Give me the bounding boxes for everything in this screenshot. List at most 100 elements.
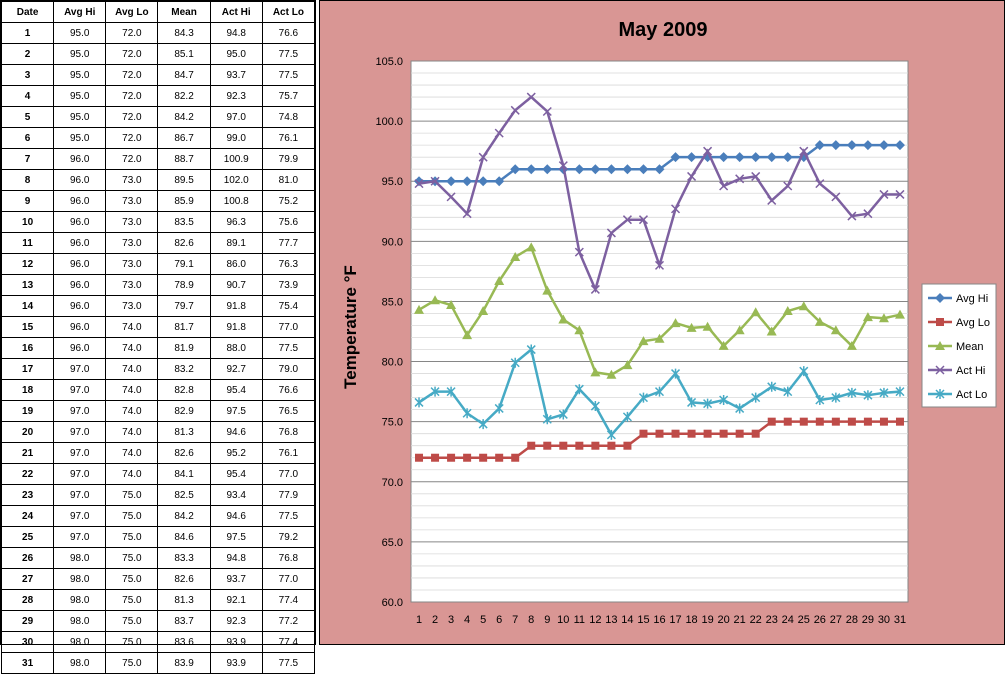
data-point xyxy=(847,211,857,221)
x-tick-label: 21 xyxy=(734,614,746,626)
x-tick-label: 12 xyxy=(589,614,601,626)
table-cell: 73.9 xyxy=(261,274,316,296)
table-row: 28 98.0 75.0 81.3 92.1 77.4 xyxy=(0,589,316,611)
table-cell: 83.7 xyxy=(157,610,211,632)
table-cell: 85.1 xyxy=(157,43,211,65)
table-cell: 73.0 xyxy=(105,211,159,233)
star-marker-shape xyxy=(799,366,809,377)
table-cell: 73.0 xyxy=(105,253,159,275)
table-cell: 82.6 xyxy=(157,568,211,590)
x-marker-shape xyxy=(542,106,552,117)
diamond-marker-shape xyxy=(542,164,553,175)
table-cell: 77.5 xyxy=(261,43,316,65)
data-point xyxy=(606,429,616,440)
x-marker-shape xyxy=(446,192,456,202)
table-row: 25 97.0 75.0 84.6 97.5 79.2 xyxy=(0,526,316,548)
table-cell: 75.0 xyxy=(105,505,159,527)
data-point xyxy=(782,306,793,316)
diamond-marker-shape xyxy=(510,164,521,175)
data-point xyxy=(622,411,632,422)
data-point xyxy=(670,318,681,328)
table-cell: 74.8 xyxy=(261,106,316,128)
legend-marker xyxy=(935,365,945,375)
x-tick-label: 31 xyxy=(894,614,906,626)
data-point xyxy=(831,392,841,403)
legend-marker xyxy=(935,293,945,303)
data-point xyxy=(751,171,761,181)
star-marker-shape xyxy=(478,419,488,430)
data-point xyxy=(430,386,440,397)
data-point xyxy=(430,176,440,186)
table-cell: 75.0 xyxy=(105,568,159,590)
data-table-container: Date Avg Hi Avg Lo Mean Act Hi Act Lo 1 95.0 72… xyxy=(0,0,316,674)
data-point xyxy=(830,140,841,151)
column-header: Act Hi xyxy=(209,1,263,23)
table-cell: 97.0 xyxy=(53,421,107,443)
date-cell: 4 xyxy=(0,85,55,107)
triangle-marker-shape xyxy=(935,341,945,350)
table-cell: 76.6 xyxy=(261,379,316,401)
date-cell: 13 xyxy=(0,274,55,296)
table-cell: 93.7 xyxy=(209,568,263,590)
x-tick-label: 25 xyxy=(798,614,810,626)
y-tick-label: 85.0 xyxy=(382,296,403,308)
data-point xyxy=(446,300,457,310)
x-marker-shape xyxy=(935,365,945,375)
star-marker-shape xyxy=(671,368,681,379)
x-marker-shape xyxy=(622,215,632,225)
y-tick-label: 90.0 xyxy=(382,236,403,248)
data-point xyxy=(558,314,569,324)
x-tick-label: 18 xyxy=(685,614,697,626)
data-point xyxy=(766,152,777,163)
date-cell: 11 xyxy=(0,232,55,254)
table-row: 4 95.0 72.0 82.2 92.3 75.7 xyxy=(0,85,316,107)
square-marker-shape xyxy=(543,441,552,450)
table-cell: 83.2 xyxy=(157,358,211,380)
square-marker-shape xyxy=(431,453,440,462)
x-tick-label: 15 xyxy=(637,614,649,626)
table-cell: 84.2 xyxy=(157,505,211,527)
square-marker-shape xyxy=(879,417,888,426)
star-marker-shape xyxy=(767,381,777,392)
table-row: 9 96.0 73.0 85.9 100.8 75.2 xyxy=(0,190,316,212)
table-cell: 77.5 xyxy=(261,652,316,674)
date-cell: 3 xyxy=(0,64,55,86)
triangle-marker-shape xyxy=(654,333,665,343)
square-marker-shape xyxy=(447,453,456,462)
table-cell: 77.5 xyxy=(261,337,316,359)
data-point xyxy=(830,325,841,335)
data-point xyxy=(687,397,697,408)
x-tick-label: 9 xyxy=(544,614,550,626)
triangle-marker-shape xyxy=(494,276,505,286)
diamond-marker-shape xyxy=(878,140,889,151)
diamond-marker-shape xyxy=(766,152,777,163)
table-cell: 98.0 xyxy=(53,568,107,590)
data-point xyxy=(767,417,776,426)
column-header: Avg Hi xyxy=(53,1,107,23)
x-tick-label: 27 xyxy=(830,614,842,626)
date-cell: 7 xyxy=(0,148,55,170)
data-point xyxy=(671,429,680,438)
x-tick-label: 29 xyxy=(862,614,874,626)
table-cell: 99.0 xyxy=(209,127,263,149)
triangle-marker-shape xyxy=(606,369,617,379)
x-tick-label: 3 xyxy=(448,614,454,626)
data-point xyxy=(462,176,473,187)
x-tick-label: 19 xyxy=(701,614,713,626)
table-cell: 97.0 xyxy=(53,526,107,548)
table-row: 31 98.0 75.0 83.9 93.9 77.5 xyxy=(0,652,316,674)
table-row: 26 98.0 75.0 83.3 94.8 76.8 xyxy=(0,547,316,569)
data-point xyxy=(750,307,761,317)
star-marker-shape xyxy=(590,401,600,412)
table-cell: 77.2 xyxy=(261,610,316,632)
table-row: 12 96.0 73.0 79.1 86.0 76.3 xyxy=(0,253,316,275)
x-tick-label: 11 xyxy=(574,614,585,626)
data-point xyxy=(590,367,601,377)
square-marker-shape xyxy=(607,441,616,450)
table-cell: 97.0 xyxy=(53,463,107,485)
table-cell: 73.0 xyxy=(105,232,159,254)
x-tick-label: 20 xyxy=(718,614,730,626)
table-cell: 100.8 xyxy=(209,190,263,212)
data-point xyxy=(479,453,488,462)
table-row: 2 95.0 72.0 85.1 95.0 77.5 xyxy=(0,43,316,65)
